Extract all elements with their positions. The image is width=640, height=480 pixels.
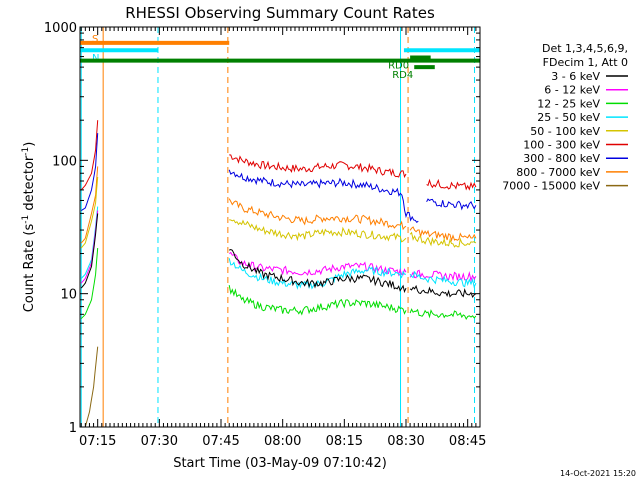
series-late-5 xyxy=(409,270,477,289)
y-tick-label-1: 10 xyxy=(60,288,77,303)
flag-bars: SNRD4RD0 xyxy=(80,34,480,81)
series-late-4 xyxy=(409,269,477,283)
series-late-1 xyxy=(426,198,477,211)
series-early-1 xyxy=(80,133,99,212)
footer-date: 14-Oct-2021 15:20 xyxy=(560,469,636,478)
series-early-2 xyxy=(80,166,99,244)
legend-entry-label-4: 50 - 100 keV xyxy=(530,125,600,138)
y-label-part-3: ) xyxy=(22,142,37,147)
x-axis: 07:15 07:30 07:45 08:00 08:15 08:30 08:45 xyxy=(79,27,486,449)
x-tick-label-4: 08:15 xyxy=(326,434,363,449)
y-tick-label-2: 100 xyxy=(52,154,77,169)
series-middle-7 xyxy=(228,285,407,316)
x-tick-label-0: 07:15 xyxy=(79,434,116,449)
series-late-6 xyxy=(409,284,477,299)
y-axis-label: Count Rate (s-1 detector-1) xyxy=(21,142,37,313)
series-middle-4 xyxy=(228,251,407,277)
flag-label-3: RD4 xyxy=(392,70,413,81)
flag-label-4: RD0 xyxy=(388,61,409,72)
legend: Det 1,3,4,5,6,9, FDecim 1, Att 0 3 - 6 k… xyxy=(502,42,628,193)
legend-entry-label-5: 100 - 300 keV xyxy=(523,139,600,152)
series-middle-1 xyxy=(228,169,419,224)
series-late-3 xyxy=(409,231,477,248)
y-label-sup-1: -1 xyxy=(21,215,31,224)
x-axis-label: Start Time (03-May-09 07:10:42) xyxy=(173,456,387,471)
y-label-sup-2: -1 xyxy=(21,147,31,156)
series-late-0 xyxy=(426,178,477,191)
legend-entry-label-7: 800 - 7000 keV xyxy=(516,166,600,179)
series-early-0 xyxy=(80,120,99,191)
vertical-markers xyxy=(80,27,476,427)
series-early-8 xyxy=(84,346,99,428)
flag-label-0: S xyxy=(92,34,98,45)
x-tick-label-5: 08:30 xyxy=(387,434,424,449)
x-tick-label-6: 08:45 xyxy=(449,434,486,449)
legend-entry-label-6: 300 - 800 keV xyxy=(523,152,600,165)
x-tick-label-2: 07:45 xyxy=(202,434,239,449)
y-label-part-1: Count Rate (s xyxy=(22,224,37,313)
legend-entry-label-1: 6 - 12 keV xyxy=(544,84,600,97)
legend-entry-label-3: 25 - 50 keV xyxy=(537,111,600,124)
series-middle-3 xyxy=(229,219,407,243)
chart-title: RHESSI Observing Summary Count Rates xyxy=(125,4,435,22)
y-tick-label-0: 1 xyxy=(69,421,77,436)
series-late-7 xyxy=(409,308,477,321)
plot-area: SNRD4RD0 1 10 100 1000 07:15 07:30 07:45 08:00… xyxy=(44,21,486,449)
series-early-7 xyxy=(80,247,99,319)
series-middle-5 xyxy=(228,258,407,290)
series-late-2 xyxy=(409,226,477,243)
y-label-part-2: detector xyxy=(22,155,37,215)
series-middle-2 xyxy=(228,198,407,231)
legend-entry-label-8: 7000 - 15000 keV xyxy=(502,180,600,193)
legend-header-2: FDecim 1, Att 0 xyxy=(543,56,628,69)
legend-header-1: Det 1,3,4,5,6,9, xyxy=(542,42,628,55)
x-tick-label-3: 08:00 xyxy=(264,434,301,449)
y-axis: 1 10 100 1000 xyxy=(44,21,480,436)
legend-entry-label-0: 3 - 6 keV xyxy=(551,70,600,83)
y-tick-label-3: 1000 xyxy=(44,21,77,36)
x-tick-label-1: 07:30 xyxy=(141,434,178,449)
series-middle-0 xyxy=(229,154,407,179)
series-lines xyxy=(80,120,477,428)
series-early-6 xyxy=(80,213,99,289)
series-early-3 xyxy=(80,176,99,249)
legend-entry-label-2: 12 - 25 keV xyxy=(537,97,600,110)
series-middle-6 xyxy=(229,248,407,294)
plot-frame xyxy=(79,26,481,428)
